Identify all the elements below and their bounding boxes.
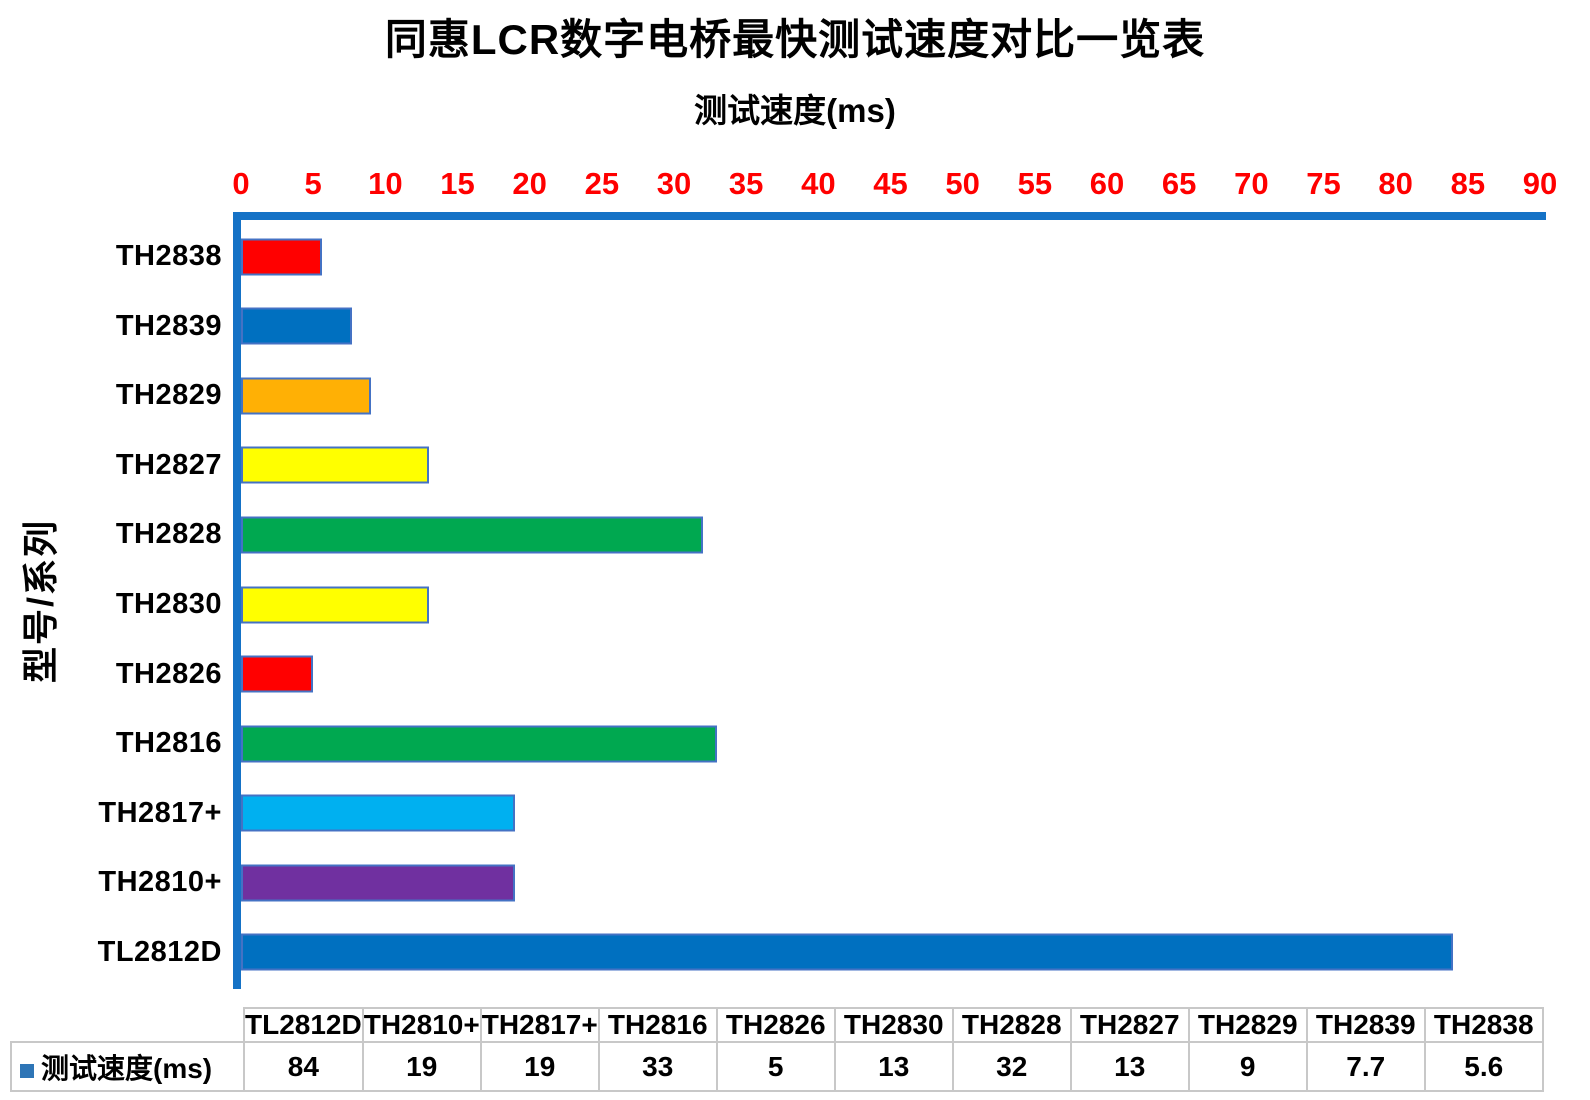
table-header-cell: TH2830: [833, 1007, 954, 1043]
x-axis-tick-labels: 0 5 10 15 20 25 30 35 40 45 50 55 60 65 70 75 80 85 90: [232, 166, 1557, 202]
bar-row: [241, 361, 1540, 431]
category-label: TH2830: [115, 588, 222, 620]
category-label: TH2827: [115, 448, 222, 481]
plot-area: [241, 222, 1540, 987]
bar-row: [241, 292, 1540, 362]
x-tick-label: 45: [873, 166, 908, 201]
bar-row: [241, 917, 1540, 987]
table-header-cell: TH2810+: [361, 1007, 482, 1043]
y-axis-line: [233, 212, 241, 989]
x-axis-title: 测试速度(ms): [694, 92, 896, 129]
data-table: TL2812D TH2810+ TH2817+ TH2816 TH2826 TH2830 T…: [10, 1007, 1544, 1092]
x-tick-label: 65: [1161, 166, 1197, 201]
x-tick-label: 60: [1089, 166, 1125, 201]
bar-th2839: [241, 307, 353, 345]
table-value-cell: 33: [597, 1041, 718, 1092]
bar-tl2812d: [241, 933, 1454, 971]
bar-row: [241, 639, 1540, 709]
table-header-cell: TH2838: [1423, 1007, 1544, 1043]
x-tick-label: 40: [801, 166, 836, 201]
bar-row: [241, 709, 1540, 779]
table-header-cell: TH2839: [1305, 1007, 1426, 1043]
category-label: TH2839: [115, 309, 222, 342]
bar-th2810+: [241, 864, 516, 902]
bar-th2817+: [241, 794, 516, 832]
bar-row: [241, 778, 1540, 848]
table-value-cell: 5.6: [1423, 1041, 1544, 1092]
category-label: TH2810+: [98, 866, 222, 899]
x-tick-label: 25: [584, 166, 620, 201]
table-value-cell: 9: [1187, 1041, 1308, 1092]
table-value-cell: 84: [243, 1041, 364, 1092]
x-axis-line: [233, 212, 1546, 220]
table-header-row: TL2812D TH2810+ TH2817+ TH2816 TH2826 TH2830 T…: [11, 1007, 1544, 1043]
table-value-cell: 7.7: [1305, 1041, 1426, 1092]
table-header-cell: TH2816: [597, 1007, 718, 1043]
table-header-cell: TH2828: [951, 1007, 1072, 1043]
category-label: TH2817+: [98, 796, 222, 829]
x-tick-label: 35: [728, 166, 764, 201]
bar-th2829: [241, 377, 371, 415]
x-tick-label: 10: [368, 166, 403, 201]
x-tick-label: 80: [1378, 166, 1413, 201]
bar-th2827: [241, 446, 429, 484]
legend-label: 测试速度(ms): [41, 1052, 213, 1084]
x-tick-label: 30: [656, 166, 692, 201]
bar-row: [241, 222, 1540, 292]
category-label: TL2812D: [97, 935, 222, 968]
x-tick-label: 55: [1017, 166, 1053, 201]
category-label: TH2838: [115, 240, 222, 273]
table-header-cell: TH2829: [1187, 1007, 1308, 1043]
bar-row: [241, 570, 1540, 640]
chart-title: 同惠LCR数字电桥最快测试速度对比一览表: [384, 16, 1206, 63]
table-header-cell: TH2826: [715, 1007, 836, 1043]
table-value-cell: 13: [1069, 1041, 1190, 1092]
legend-marker-icon: [20, 1063, 34, 1078]
table-value-cell: 19: [361, 1041, 482, 1092]
bar-row: [241, 500, 1540, 570]
category-label: TH2816: [115, 727, 222, 760]
x-tick-label: 5: [304, 166, 322, 201]
table-value-cell: 13: [833, 1041, 954, 1092]
bar-th2826: [241, 655, 314, 693]
table-header-cell: TH2827: [1069, 1007, 1190, 1043]
table-value-cell: 19: [479, 1041, 600, 1092]
x-tick-label: 50: [945, 166, 980, 201]
x-tick-label: 15: [440, 166, 475, 201]
x-tick-label: 70: [1234, 166, 1269, 201]
category-labels: TH2838 TH2839 TH2829 TH2827 TH2828 TH2830 TH28…: [0, 222, 222, 987]
x-tick-label: 75: [1306, 166, 1341, 201]
category-label: TH2828: [115, 518, 222, 551]
x-tick-label: 0: [232, 166, 250, 201]
bar-row: [241, 431, 1540, 501]
x-tick-label: 90: [1522, 166, 1558, 201]
x-tick-label: 20: [512, 166, 547, 201]
bar-th2828: [241, 516, 703, 554]
bar-th2830: [241, 586, 429, 623]
table-value-cell: 5: [715, 1041, 836, 1092]
bar-row: [241, 848, 1540, 918]
table-value-cell: 32: [951, 1041, 1072, 1092]
table-blank-cell: [11, 1008, 244, 1042]
bar-th2838: [241, 238, 322, 276]
bar-th2816: [241, 725, 718, 763]
table-header-cell: TL2812D: [243, 1007, 364, 1043]
category-label: TH2826: [115, 657, 222, 690]
legend-cell: 测试速度(ms): [10, 1041, 245, 1092]
category-label: TH2829: [115, 379, 222, 412]
x-tick-label: 85: [1450, 166, 1486, 201]
table-header-cell: TH2817+: [479, 1007, 600, 1043]
table-value-row: 测试速度(ms) 84 19 19 33 5 13 32 13 9 7.7 5.6: [10, 1041, 1544, 1092]
